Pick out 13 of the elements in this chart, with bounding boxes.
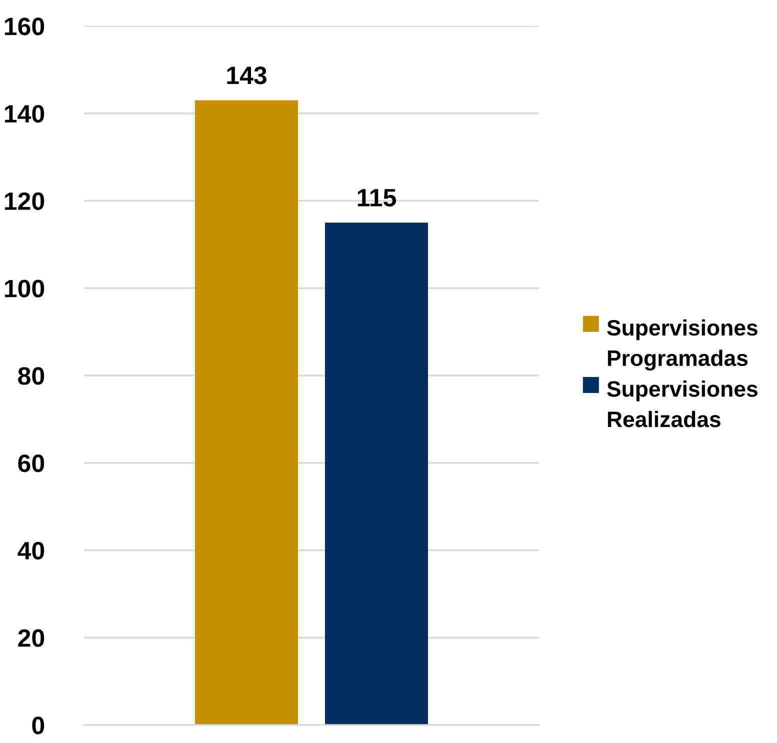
- y-tick-label: 140: [4, 104, 44, 123]
- data-label: 115: [358, 189, 396, 207]
- y-tick-label: 40: [18, 542, 44, 560]
- y-tick-label: 60: [18, 454, 44, 472]
- legend-label: Supervisiones Programadas: [607, 319, 758, 371]
- y-tick-label: 20: [18, 629, 44, 647]
- y-tick-label: 100: [4, 280, 44, 298]
- y-tick-label: 160: [4, 18, 44, 36]
- y-tick-label: 120: [4, 192, 44, 210]
- data-label: 143: [227, 66, 266, 84]
- legend-label: Supervisiones Realizadas: [607, 380, 758, 428]
- y-tick-label: 80: [18, 367, 44, 385]
- y-tick-label: 0: [32, 716, 44, 734]
